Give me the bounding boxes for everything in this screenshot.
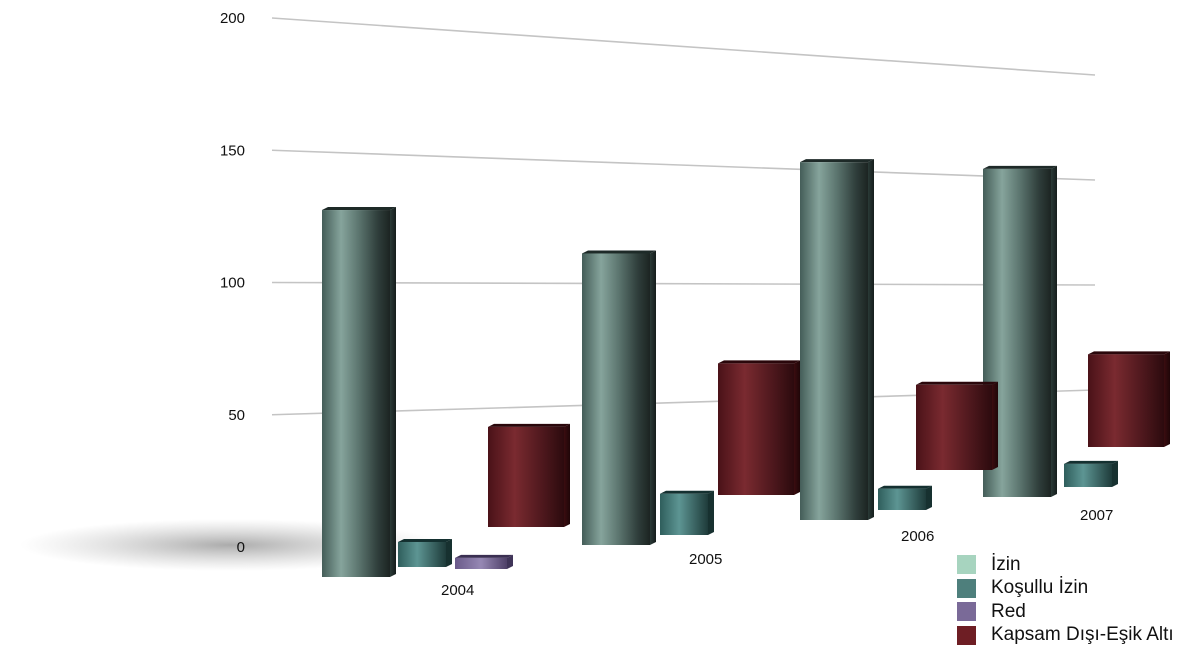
legend: İzin Koşullu İzin Red Kapsam Dışı-Eşik A… xyxy=(957,553,1174,647)
bar-front xyxy=(800,162,868,520)
bar-top xyxy=(398,538,452,542)
bar-top xyxy=(660,490,714,494)
y-tick-label: 100 xyxy=(220,275,245,292)
bar-top xyxy=(322,207,396,211)
y-tick-label: 200 xyxy=(220,10,245,27)
bar-side xyxy=(1112,460,1118,487)
y-tick-label: 0 xyxy=(237,539,245,556)
legend-item-kapsam-disi: Kapsam Dışı-Eşik Altı xyxy=(957,624,1174,648)
x-category-label: 2004 xyxy=(441,582,474,599)
legend-swatch-kapsam-disi xyxy=(957,625,976,645)
bar-front xyxy=(718,363,794,495)
x-category-label: 2005 xyxy=(689,551,722,568)
bar-side xyxy=(650,250,656,545)
bar-side xyxy=(507,554,513,569)
bar-side xyxy=(446,538,452,567)
bar-kosullu-i-zin-2007 xyxy=(1064,460,1118,487)
bar-front xyxy=(582,253,650,545)
bar-side xyxy=(926,485,932,510)
bar-side xyxy=(708,490,714,535)
bar-i-zin-2006 xyxy=(800,159,874,520)
bar-side xyxy=(1164,351,1170,447)
bar-i-zin-2005 xyxy=(582,250,656,545)
bar-top xyxy=(916,381,998,385)
bar-front xyxy=(916,384,992,470)
bar-kapsam-disi-esik-alti-2007 xyxy=(1088,351,1170,447)
bar-kosullu-i-zin-2004 xyxy=(398,538,452,567)
bar-side xyxy=(794,360,800,495)
bar-side xyxy=(390,207,396,578)
bar-front xyxy=(322,210,390,578)
bar-red-2004 xyxy=(455,554,513,569)
bar-kosullu-i-zin-2006 xyxy=(878,485,932,510)
bar-top xyxy=(800,159,874,163)
gridline xyxy=(271,149,1096,181)
gridline xyxy=(271,281,1096,286)
bar-side xyxy=(992,381,998,470)
legend-label-izin: İzin xyxy=(991,553,1021,575)
legend-label-red: Red xyxy=(991,600,1026,622)
legend-swatch-kosullu-izin xyxy=(957,578,976,598)
bar-front xyxy=(488,426,564,527)
bar-front xyxy=(1064,463,1112,487)
bar-top xyxy=(878,485,932,489)
bar-front xyxy=(455,557,507,569)
bar-kosullu-i-zin-2005 xyxy=(660,490,714,535)
bar-front xyxy=(398,541,446,567)
bar-front xyxy=(660,493,708,535)
legend-item-kosullu-izin: Koşullu İzin xyxy=(957,577,1174,601)
y-tick-label: 50 xyxy=(228,407,245,424)
bar-top xyxy=(488,423,570,427)
bar-kapsam-disi-esik-alti-2004 xyxy=(488,423,570,527)
bar-top xyxy=(1064,460,1118,464)
y-tick-label: 150 xyxy=(220,142,245,159)
bar-top xyxy=(582,250,656,254)
legend-label-kapsam-disi: Kapsam Dışı-Eşik Altı xyxy=(991,624,1174,646)
bar-side xyxy=(868,159,874,520)
bar-side xyxy=(564,423,570,527)
x-category-label: 2006 xyxy=(901,528,934,545)
bar-side xyxy=(1051,165,1057,497)
x-category-label: 2007 xyxy=(1080,507,1113,524)
legend-item-izin: İzin xyxy=(957,553,1174,577)
bar-top xyxy=(1088,351,1170,355)
bar-front xyxy=(878,488,926,510)
legend-label-kosullu-izin: Koşullu İzin xyxy=(991,577,1089,599)
bar-top xyxy=(718,360,800,364)
legend-swatch-izin xyxy=(957,555,976,575)
bar-top xyxy=(983,165,1057,169)
bar-i-zin-2004 xyxy=(322,207,396,578)
bar-kapsam-disi-esik-alti-2005 xyxy=(718,360,800,495)
bar-top xyxy=(455,554,513,558)
bar-front xyxy=(1088,354,1164,447)
legend-item-red: Red xyxy=(957,600,1174,624)
gridline xyxy=(271,17,1096,76)
legend-swatch-red xyxy=(957,602,976,622)
bar-kapsam-disi-esik-alti-2006 xyxy=(916,381,998,470)
